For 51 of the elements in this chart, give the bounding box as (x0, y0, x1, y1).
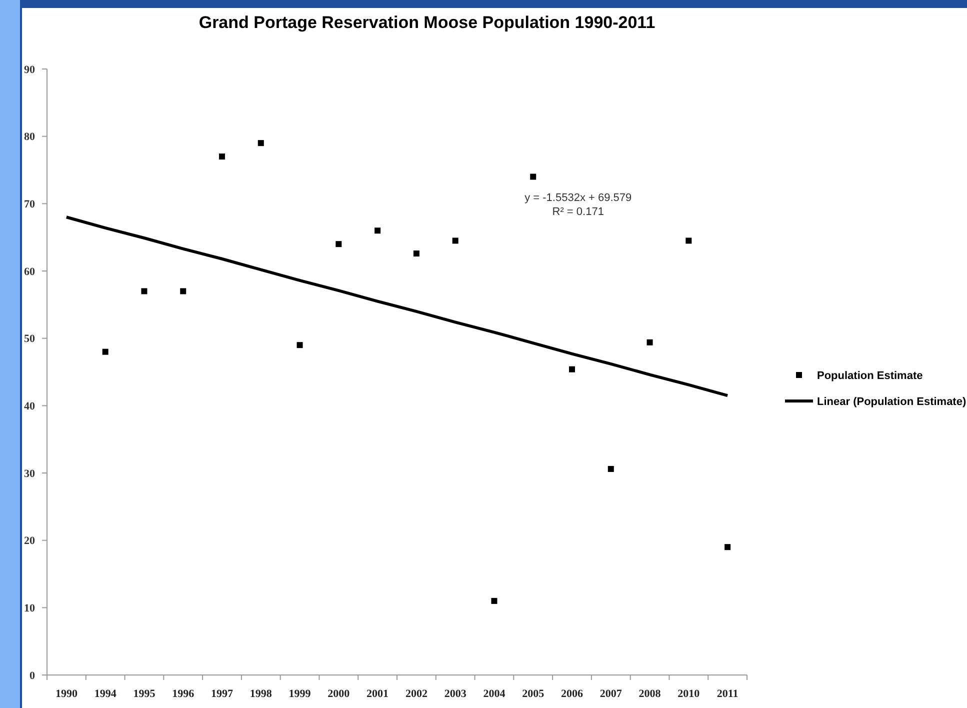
y-tick-label: 70 (24, 198, 36, 211)
y-tick-label: 50 (24, 333, 36, 346)
x-tick-label: 2006 (561, 688, 584, 700)
point (724, 544, 731, 550)
legend-label: Linear (Population Estimate) (817, 396, 966, 408)
point (374, 228, 381, 234)
point (491, 598, 498, 604)
y-tick-label: 10 (24, 602, 36, 615)
y-tick-label: 30 (24, 468, 36, 480)
y-tick-label: 20 (24, 535, 36, 548)
y-tick-label: 40 (24, 400, 36, 413)
x-tick-label: 1996 (172, 688, 195, 700)
point (141, 288, 148, 294)
x-tick-label: 2007 (600, 688, 622, 700)
y-tick-label: 60 (24, 266, 36, 278)
x-tick-label: 1990 (55, 688, 78, 700)
point (452, 238, 458, 244)
point (413, 250, 420, 256)
point (686, 238, 692, 244)
annotation: R² = 0.171 (552, 206, 604, 218)
y-tick-label: 0 (30, 670, 36, 682)
x-tick-label: 2005 (522, 688, 545, 700)
x-tick-label: 2002 (405, 688, 428, 700)
annotation: y = -1.5532x + 69.579 (524, 192, 632, 204)
point (219, 154, 225, 160)
x-tick-label: 2008 (638, 688, 662, 700)
x-tick-label: 1995 (133, 688, 156, 700)
x-tick-label: 1994 (94, 688, 117, 700)
point (646, 339, 653, 346)
legend-label: Population Estimate (817, 370, 923, 382)
x-tick-label: 2011 (716, 688, 738, 700)
line-series (64, 216, 730, 398)
y-tick-label: 80 (24, 131, 36, 144)
y-tick-label: 90 (24, 64, 36, 76)
x-tick-label: 1997 (211, 688, 234, 700)
x-tick-label: 1998 (250, 688, 272, 700)
point (102, 348, 108, 355)
point (608, 466, 614, 472)
point (569, 366, 575, 372)
x-tick-label: 1999 (288, 688, 312, 700)
x-tick-label: 2010 (678, 688, 700, 700)
point (296, 342, 303, 348)
point (336, 241, 342, 248)
x-tick-label: 2000 (328, 688, 350, 700)
chart-title: Grand Portage Reservation Moose Population 1990-2011 (198, 13, 656, 32)
point (180, 288, 186, 294)
point (530, 174, 536, 180)
x-tick-label: 2004 (483, 688, 506, 700)
point (258, 140, 264, 146)
x-tick-label: 2001 (366, 688, 389, 700)
x-tick-label: 2003 (444, 688, 467, 700)
